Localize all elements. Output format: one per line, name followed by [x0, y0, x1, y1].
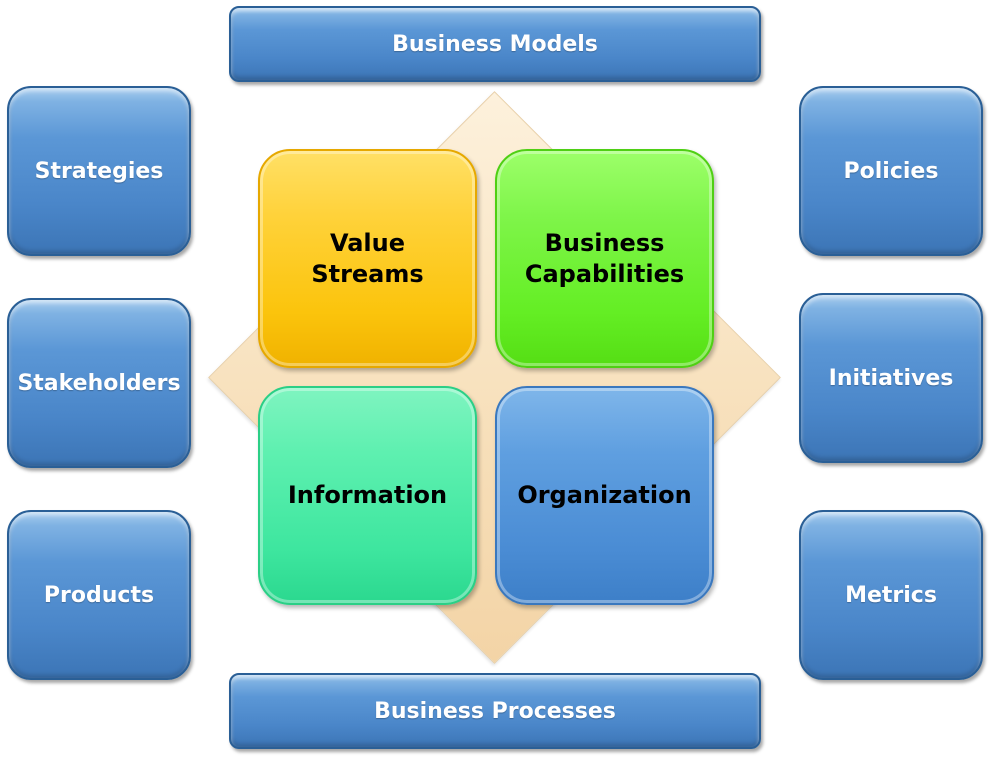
policies-box: Policies [799, 86, 983, 256]
stakeholders-label: Stakeholders [17, 370, 181, 396]
stakeholders-box: Stakeholders [7, 298, 191, 468]
information-box: Information [258, 386, 477, 605]
products-box: Products [7, 510, 191, 680]
business-models-bar: Business Models [229, 6, 761, 82]
business-processes-bar: Business Processes [229, 673, 761, 749]
organization-box: Organization [495, 386, 714, 605]
business-models-label: Business Models [392, 31, 598, 57]
metrics-label: Metrics [845, 582, 937, 608]
value-streams-label: Value Streams [311, 228, 424, 288]
initiatives-label: Initiatives [828, 365, 954, 391]
products-label: Products [43, 582, 155, 608]
initiatives-box: Initiatives [799, 293, 983, 463]
information-label: Information [287, 481, 448, 509]
business-capabilities-box: Business Capabilities [495, 149, 714, 368]
metrics-box: Metrics [799, 510, 983, 680]
strategies-box: Strategies [7, 86, 191, 256]
business-processes-label: Business Processes [374, 698, 616, 724]
organization-label: Organization [517, 481, 692, 509]
business-capabilities-label: Business Capabilities [524, 228, 685, 288]
value-streams-box: Value Streams [258, 149, 477, 368]
policies-label: Policies [843, 158, 939, 184]
strategies-label: Strategies [34, 158, 164, 184]
